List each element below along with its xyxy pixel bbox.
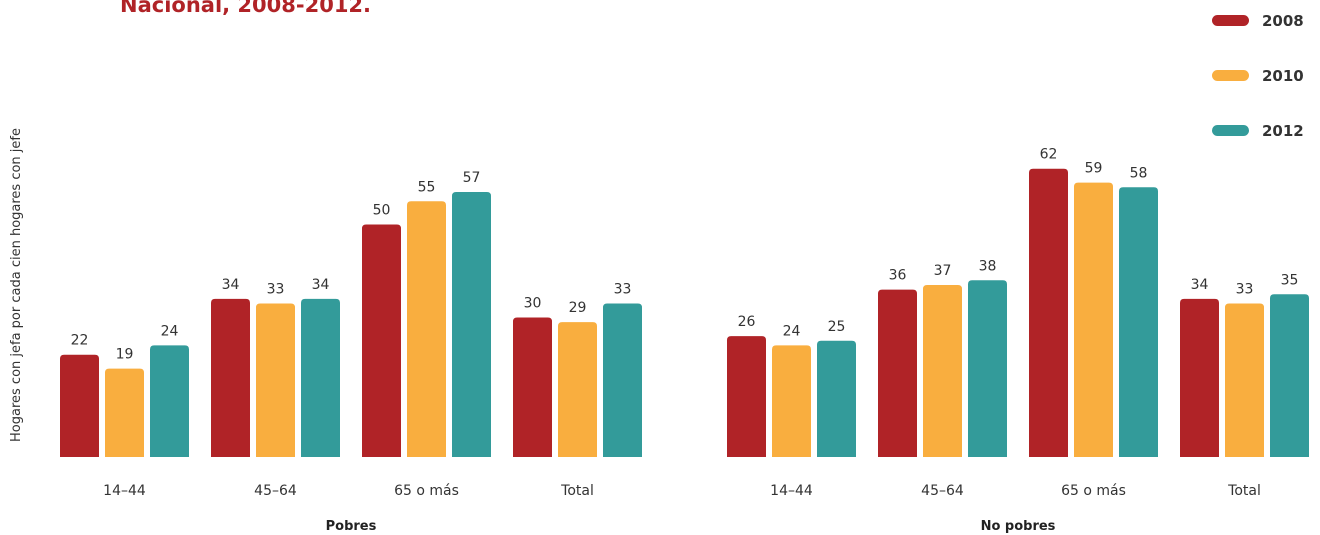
data-label-pobres-1-2008: 34 (222, 277, 240, 293)
x-tick-no-pobres-2: 65 o más (1061, 483, 1126, 499)
legend-label-2008: 2008 (1262, 12, 1304, 30)
bar-no-pobres-0-2010 (772, 345, 811, 457)
bar-no-pobres-2-2012 (1119, 187, 1158, 458)
data-label-no-pobres-1-2010: 37 (934, 263, 952, 279)
data-label-pobres-2-2010: 55 (418, 179, 436, 195)
x-tick-pobres-1: 45–64 (254, 483, 297, 499)
chart-title-line-2: Nacional, 2008-2012. (120, 0, 372, 17)
bar-pobres-1-2008 (211, 298, 250, 457)
bar-pobres-3-2008 (513, 317, 552, 457)
bar-no-pobres-0-2012 (817, 340, 856, 457)
data-label-no-pobres-3-2008: 34 (1191, 277, 1209, 293)
group-label-pobres: Pobres (326, 519, 377, 534)
data-label-pobres-3-2008: 30 (524, 296, 542, 312)
bar-pobres-0-2010 (105, 368, 144, 457)
x-tick-pobres-3: Total (560, 483, 594, 499)
bar-pobres-1-2012 (301, 298, 340, 457)
bar-pobres-2-2012 (452, 191, 491, 457)
bar-pobres-3-2012 (603, 303, 642, 457)
data-label-no-pobres-0-2010: 24 (783, 323, 801, 339)
data-label-pobres-2-2012: 57 (463, 170, 481, 186)
data-label-pobres-0-2008: 22 (71, 333, 89, 349)
bar-no-pobres-1-2008 (878, 289, 917, 457)
data-label-no-pobres-2-2008: 62 (1040, 147, 1058, 163)
x-tick-pobres-2: 65 o más (394, 483, 459, 499)
data-label-no-pobres-0-2008: 26 (738, 314, 756, 330)
x-tick-no-pobres-0: 14–44 (770, 483, 813, 499)
bar-no-pobres-2-2010 (1074, 182, 1113, 457)
legend-label-2010: 2010 (1262, 67, 1304, 85)
bar-no-pobres-3-2010 (1225, 303, 1264, 457)
data-label-no-pobres-0-2012: 25 (828, 319, 846, 335)
data-label-pobres-1-2010: 33 (267, 282, 285, 298)
data-label-no-pobres-3-2012: 35 (1281, 272, 1299, 288)
bar-no-pobres-0-2008 (727, 336, 766, 457)
data-label-pobres-2-2008: 50 (373, 203, 391, 219)
y-axis-label: Hogares con jefa por cada cien hogares c… (9, 128, 24, 442)
data-label-pobres-1-2012: 34 (312, 277, 330, 293)
data-label-pobres-0-2012: 24 (161, 323, 179, 339)
x-tick-pobres-0: 14–44 (103, 483, 146, 499)
data-label-pobres-0-2010: 19 (116, 347, 134, 363)
bar-pobres-2-2008 (362, 224, 401, 457)
bar-pobres-0-2008 (60, 354, 99, 457)
bar-no-pobres-3-2012 (1270, 294, 1309, 457)
bar-pobres-0-2012 (150, 345, 189, 457)
data-label-no-pobres-3-2010: 33 (1236, 282, 1254, 298)
data-label-no-pobres-2-2012: 58 (1130, 165, 1148, 181)
data-label-no-pobres-1-2008: 36 (889, 268, 907, 284)
legend-label-2012: 2012 (1262, 122, 1304, 140)
bar-no-pobres-2-2008 (1029, 168, 1068, 457)
bar-no-pobres-3-2008 (1180, 298, 1219, 457)
x-tick-no-pobres-3: Total (1227, 483, 1261, 499)
bar-no-pobres-1-2012 (968, 280, 1007, 457)
data-label-pobres-3-2012: 33 (614, 282, 632, 298)
legend-swatch-2012 (1212, 125, 1249, 136)
data-label-no-pobres-1-2012: 38 (979, 258, 997, 274)
legend-swatch-2008 (1212, 15, 1249, 26)
bar-pobres-2-2010 (407, 201, 446, 457)
chart-title: Nacional, 2008-2012. (120, 0, 1220, 22)
bar-no-pobres-1-2010 (923, 284, 962, 457)
group-label-no-pobres: No pobres (981, 519, 1056, 534)
bar-pobres-1-2010 (256, 303, 295, 457)
bar-pobres-3-2010 (558, 322, 597, 457)
data-label-pobres-3-2010: 29 (569, 300, 587, 316)
x-tick-no-pobres-1: 45–64 (921, 483, 964, 499)
data-label-no-pobres-2-2010: 59 (1085, 161, 1103, 177)
legend-swatch-2010 (1212, 70, 1249, 81)
